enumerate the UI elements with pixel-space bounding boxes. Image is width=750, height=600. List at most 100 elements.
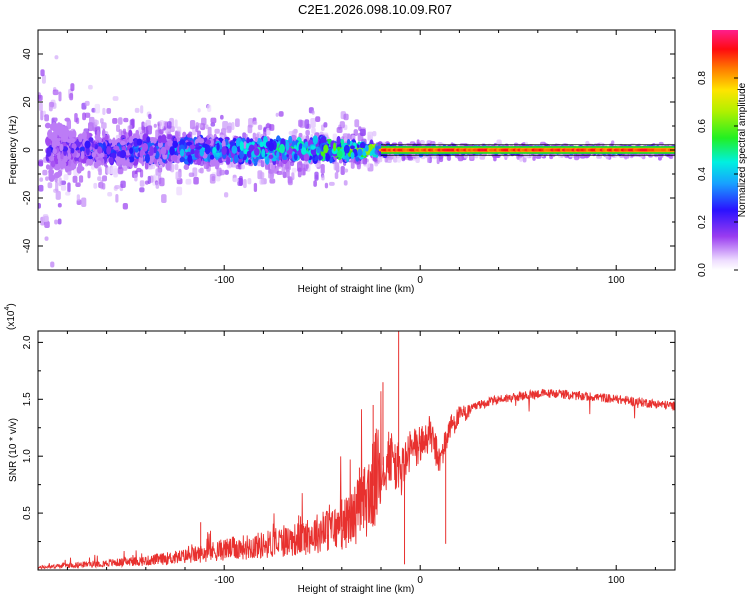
spectrogram-cell (112, 137, 116, 147)
spectrogram-cell (311, 127, 316, 134)
spectrogram-cell (336, 150, 343, 158)
spectrogram-cell (221, 146, 227, 156)
spectrogram-cell (216, 142, 220, 151)
spectrogram-cell (310, 118, 316, 128)
spectrogram-cell (332, 142, 337, 152)
spectrogram-ytick-label: -40 (22, 238, 33, 253)
spectrogram-cell (118, 117, 123, 125)
spectrogram-ytick-label: -20 (22, 190, 33, 205)
spectrogram-cell (166, 134, 173, 140)
spectrogram-cell (276, 170, 283, 176)
spectrogram-cell (183, 164, 190, 170)
spectrogram-cell (359, 128, 366, 137)
spectrogram-cell (227, 122, 232, 133)
spectrogram-cell (176, 186, 183, 196)
spectrogram-cell (50, 160, 56, 168)
spectrogram-cell (219, 169, 225, 176)
spectrogram-cell (128, 156, 135, 163)
spectrogram-cell (57, 202, 62, 208)
spectrogram-cell (220, 114, 224, 120)
spectrogram-cell (198, 168, 202, 173)
spectrogram-cell (195, 122, 199, 131)
spectrogram-cell (343, 180, 348, 186)
spectrogram-cell (224, 192, 229, 198)
snr-xtick-label: 100 (608, 575, 625, 586)
spectrogram-cell (333, 162, 340, 171)
spectrogram-cell (44, 236, 49, 241)
spectrogram-cell (188, 172, 195, 177)
spectrogram-cell (40, 110, 44, 121)
spectrogram-cell (44, 114, 49, 122)
spectrogram-cell (140, 105, 144, 114)
spectrogram-cell (77, 161, 83, 172)
spectrogram-cell (247, 124, 253, 134)
spectrogram-cell (311, 110, 315, 115)
spectrogram-cell (97, 146, 103, 154)
spectrogram-cell (81, 197, 87, 208)
snr-ytick-label: 1.5 (22, 392, 33, 406)
spectrogram-cell (339, 121, 345, 129)
spectrogram-cell (69, 138, 76, 144)
spectrogram-cell (304, 119, 310, 129)
spectrogram-cell (233, 154, 239, 164)
spectrogram-cell (94, 134, 100, 140)
spectrogram-cell (102, 107, 106, 115)
spectrogram-cell (112, 118, 118, 124)
spectrogram-cell (212, 146, 217, 154)
spectrogram-cell (120, 150, 127, 159)
spectrogram-cell (149, 145, 155, 156)
spectrogram-cell (323, 122, 328, 128)
spectrogram-cell (310, 145, 316, 150)
snr-panel: -100 0 100 0.5 1.0 1.5 2.0 Height of straight … (4, 303, 676, 595)
spectrogram-cell (172, 154, 178, 162)
spectrogram-cell (321, 175, 325, 181)
spectrogram-cell (167, 140, 174, 147)
spectrogram-cell (126, 157, 130, 164)
spectrogram-cell (46, 146, 52, 157)
spectrogram-cell (141, 142, 149, 152)
snr-ytick-label: 0.5 (22, 506, 33, 520)
spectrogram-cell (276, 151, 280, 158)
spectrogram-cell (135, 129, 140, 136)
spectrogram-cell (336, 127, 343, 133)
spectrogram-cell (225, 156, 231, 165)
spectrogram-cell (45, 164, 50, 170)
spectrogram-cell (54, 117, 58, 122)
snr-xtick-label: 0 (417, 575, 423, 586)
spectrogram-cell (303, 153, 310, 162)
spectrogram-cell (185, 178, 192, 185)
spectrogram-cell (194, 149, 200, 159)
spectrogram-cell (290, 141, 297, 146)
colorbar-tick-label: 0.2 (697, 215, 708, 229)
spectrogram-cell (248, 159, 252, 165)
spectrogram-cell (240, 164, 245, 170)
spectrogram-cell (186, 133, 191, 138)
spectrogram-cell (237, 177, 243, 186)
spectrogram-cell (44, 221, 50, 229)
spectrogram-cell (48, 169, 54, 175)
spectrogram-cell (161, 194, 167, 203)
spectrogram-cell (175, 131, 179, 139)
spectrogram-cell (82, 130, 87, 141)
spectrogram-cell (291, 167, 297, 173)
spectrogram-cell (245, 143, 250, 150)
spectrogram-cell (210, 122, 216, 127)
spectrogram-cell (76, 194, 80, 202)
spectrogram-cell (102, 183, 106, 190)
spectrogram-cell (160, 146, 167, 155)
spectrogram-cell (197, 108, 201, 113)
spectrogram-cell (134, 173, 138, 182)
spectrogram-cell (362, 157, 368, 165)
spectrogram-cell (323, 144, 329, 154)
spectrogram-cell (182, 131, 187, 138)
spectrogram-cell (207, 104, 212, 112)
spectrogram-cell (159, 120, 164, 130)
spectrogram-cell (367, 134, 372, 141)
spectrogram-cell (350, 145, 355, 150)
spectrogram-cell (128, 137, 133, 144)
spectrogram-cell (63, 174, 69, 181)
spectrogram-cell (60, 180, 67, 186)
spectrogram-cell (246, 137, 250, 144)
spectrogram-cell (40, 69, 45, 77)
snr-spikes (200, 331, 447, 565)
